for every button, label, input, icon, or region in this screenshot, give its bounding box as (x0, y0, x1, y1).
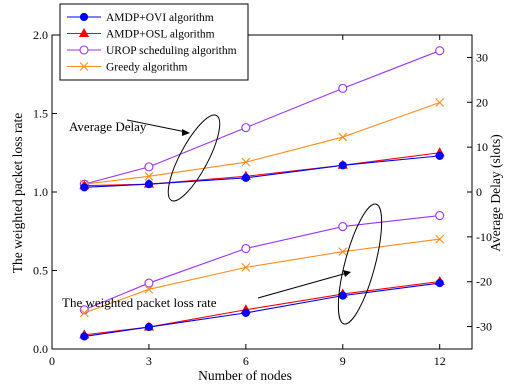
series-loss-7 (79, 234, 445, 318)
series-4-point-2 (241, 308, 250, 317)
legend-item-1: AMDP+OSL algorithm (67, 27, 215, 41)
legend-label-3: Greedy algorithm (106, 62, 187, 74)
series-0-point-0 (80, 183, 89, 192)
annotation-arrowhead-loss (343, 270, 351, 277)
legend-item-0: AMDP+OVI algorithm (67, 12, 214, 24)
legend-item-3: Greedy algorithm (67, 62, 187, 74)
series-0-point-3 (338, 161, 347, 170)
annotation-arrowhead-delay (182, 129, 190, 136)
y-left-tick-label-0: 0.0 (33, 342, 48, 356)
series-line-3 (84, 101, 440, 185)
y-left-tick-label-4: 2.0 (33, 28, 48, 42)
x-tick-label-0: 0 (49, 354, 55, 368)
series-4-point-0 (80, 332, 89, 341)
series-2-point-2 (241, 123, 251, 133)
x-tick-label-4: 12 (434, 354, 446, 368)
series-0-point-4 (435, 151, 444, 160)
series-3-point-4 (435, 98, 445, 107)
legend-marker-2 (79, 45, 89, 55)
series-4-point-3 (338, 291, 347, 300)
series-3-point-3 (338, 132, 348, 142)
y-right-tick-label-0: -30 (476, 320, 492, 334)
y-left-tick-label-2: 1.0 (33, 185, 48, 199)
series-6-point-3 (338, 221, 348, 232)
y-right-tick-label-1: -20 (476, 275, 492, 289)
annotation-average-delay: Average Delay (69, 119, 147, 134)
series-7-point-0 (79, 308, 89, 318)
y-left-tick-label-3: 1.5 (33, 107, 48, 121)
series-4-point-1 (144, 322, 154, 332)
legend: AMDP+OVI algorithm AMDP+OSL algorithm UROP… (59, 3, 249, 81)
series-loss-4 (80, 278, 444, 341)
series-line-0 (84, 155, 440, 188)
series-delay-1 (79, 147, 445, 190)
legend-label-0: AMDP+OVI algorithm (106, 12, 214, 24)
series-3-point-1 (144, 171, 154, 181)
series-2-point-1 (144, 162, 154, 172)
series-0-point-1 (144, 180, 154, 189)
y-right-tick-label-6: 30 (476, 50, 488, 64)
legend-label-2: UROP scheduling algorithm (106, 45, 237, 57)
plot-area: 0 3 6 9 12 0.0 0.5 1.0 1.5 2.0 -30 -20 -10 0 10 20 30 (33, 28, 492, 368)
series-7-point-1 (144, 284, 154, 294)
y-axis-right-title: Average Delay (slots) (488, 134, 503, 251)
annotation-arrow-delay (126, 119, 187, 133)
annotation-ellipse-loss (337, 203, 383, 325)
annotation-arrow-loss (257, 272, 348, 299)
annotations: Average Delay The weighted packet loss r… (62, 114, 383, 325)
series-7-point-4 (435, 234, 445, 244)
legend-item-2: UROP scheduling algorithm (67, 45, 237, 57)
x-tick-label-2: 6 (243, 354, 249, 368)
x-tick-label-1: 3 (146, 354, 152, 368)
series-2-point-4 (435, 46, 445, 56)
y-left-tick-label-1: 0.5 (33, 264, 48, 278)
legend-marker-3 (79, 62, 89, 71)
series-6-point-2 (241, 243, 251, 254)
y-axis-left-title: The weighted packet loss rate (10, 113, 25, 273)
legend-label-1: AMDP+OSL algorithm (106, 29, 215, 41)
series-delay-0 (80, 151, 444, 192)
x-axis-title: Number of nodes (198, 368, 292, 383)
series-6-point-4 (435, 211, 445, 221)
series-0-point-2 (241, 173, 250, 182)
series-loss-6 (79, 211, 445, 315)
series-2-point-3 (338, 83, 348, 93)
y-right-tick-label-4: 10 (476, 140, 488, 154)
series-7-point-3 (338, 247, 348, 257)
y-right-tick-label-3: 0 (476, 185, 482, 199)
annotation-packet-loss: The weighted packet loss rate (62, 295, 217, 310)
series-7-point-2 (241, 262, 251, 272)
series-6-point-1 (144, 278, 154, 288)
y-right-tick-label-5: 20 (476, 95, 488, 109)
series-3-point-2 (241, 157, 251, 167)
y-right-tick-label-2: -10 (476, 230, 492, 244)
legend-marker-1 (78, 27, 90, 37)
annotation-ellipse-delay (167, 114, 221, 202)
series-4-point-4 (435, 278, 444, 288)
x-tick-label-3: 9 (340, 354, 346, 368)
legend-marker-0 (79, 12, 89, 22)
